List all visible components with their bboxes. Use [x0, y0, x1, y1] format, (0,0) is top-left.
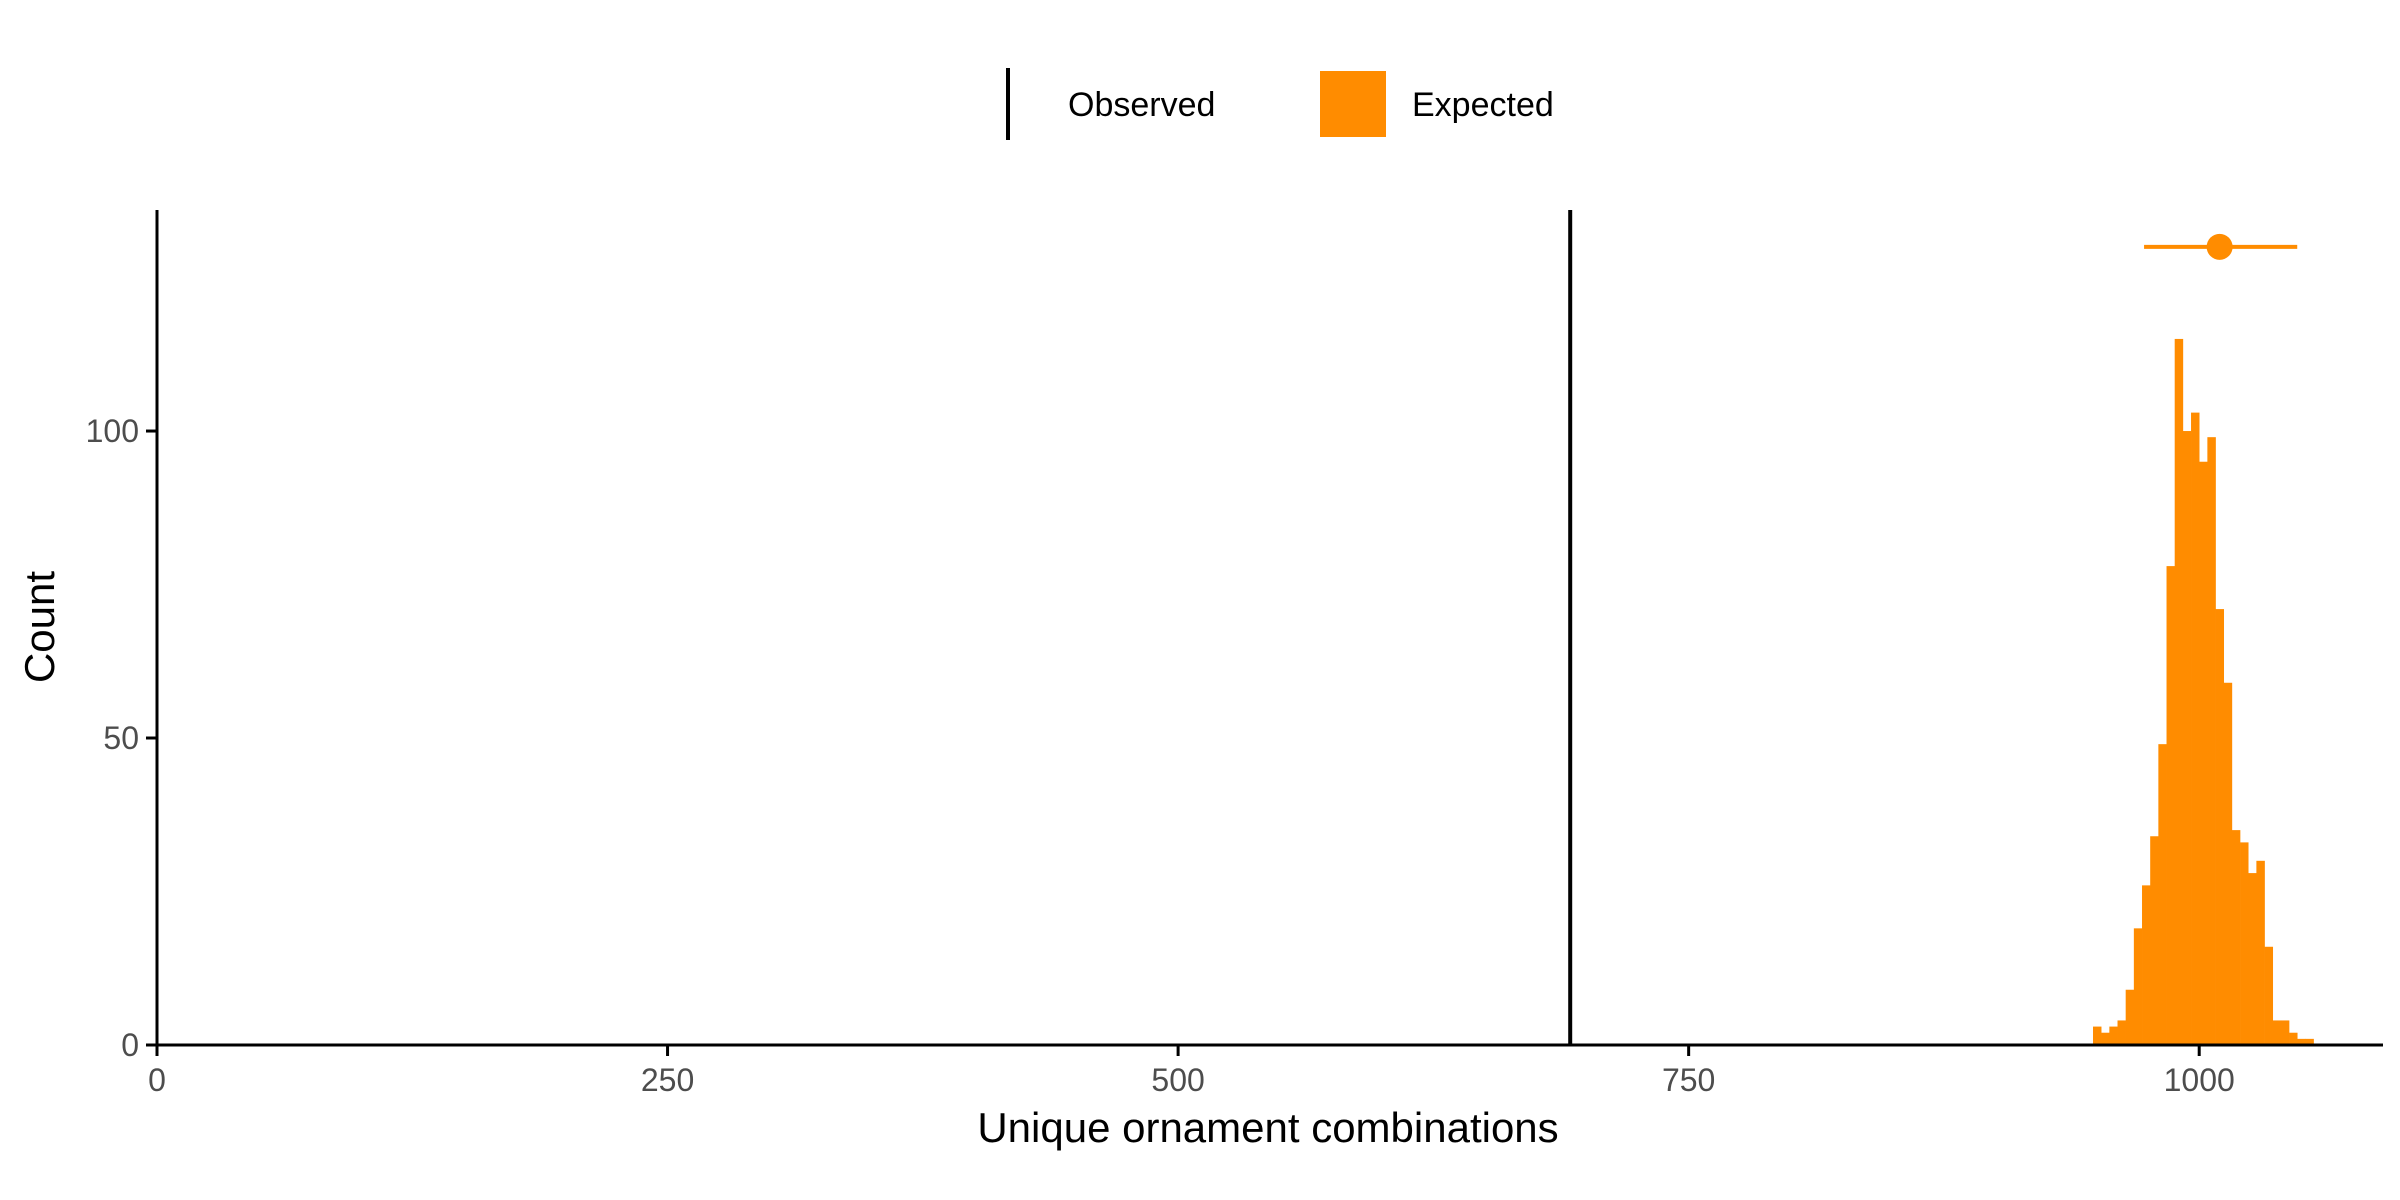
- histogram-bar: [2199, 461, 2208, 1046]
- histogram-bar: [2280, 1020, 2290, 1045]
- y-axis-title: Count: [16, 571, 63, 683]
- x-tick-label: 1000: [2164, 1062, 2235, 1098]
- histogram-bar: [2133, 928, 2143, 1045]
- legend: Observed Expected: [1006, 68, 1554, 140]
- histogram-bar: [2158, 744, 2167, 1045]
- x-axis-title: Unique ornament combinations: [977, 1104, 1558, 1151]
- histogram-bar: [2109, 1026, 2118, 1045]
- x-tick-label: 250: [641, 1062, 694, 1098]
- y-tick-label: 0: [121, 1027, 139, 1063]
- x-tick-label: 750: [1662, 1062, 1715, 1098]
- histogram-bar: [2305, 1038, 2314, 1045]
- histogram-bar: [2142, 885, 2151, 1045]
- x-tick-label: 0: [148, 1062, 166, 1098]
- histogram-bar: [2264, 946, 2274, 1045]
- legend-observed-label: Observed: [1068, 86, 1215, 124]
- x-tick-label: 500: [1151, 1062, 1204, 1098]
- histogram-bar: [2182, 431, 2192, 1045]
- legend-expected-key: [1320, 71, 1386, 137]
- histogram-bar: [2150, 836, 2159, 1045]
- histogram-bar: [2231, 830, 2241, 1045]
- histogram-bar: [2191, 412, 2200, 1045]
- histogram-bar: [2101, 1032, 2110, 1045]
- expected-point: [2206, 233, 2233, 260]
- y-axis-ticks: 0 50 100: [86, 413, 157, 1063]
- expected-summary: [2144, 233, 2298, 260]
- histogram-bar: [2289, 1032, 2298, 1045]
- histogram-bar: [2240, 842, 2249, 1045]
- axes: [155, 210, 2383, 1047]
- histogram-bar: [2166, 566, 2175, 1045]
- histogram-bar: [2256, 860, 2265, 1045]
- histogram-bar: [2248, 873, 2257, 1045]
- histogram-bar: [2093, 1026, 2102, 1045]
- histogram-bar: [2117, 1020, 2126, 1045]
- y-tick-label: 100: [86, 413, 139, 449]
- histogram-bar: [2125, 989, 2135, 1045]
- histogram-bar: [2272, 1020, 2282, 1045]
- histogram-bars: [2093, 338, 2314, 1046]
- x-axis-ticks: 0 250 500 750 1000: [148, 1045, 2235, 1098]
- histogram-bar: [2207, 437, 2216, 1045]
- histogram-bar: [2223, 682, 2233, 1045]
- legend-expected-label: Expected: [1412, 86, 1554, 124]
- y-tick-label: 50: [103, 720, 139, 756]
- histogram-bar: [2297, 1038, 2306, 1045]
- histogram-bar: [2174, 338, 2184, 1045]
- histogram-bar: [2215, 609, 2225, 1045]
